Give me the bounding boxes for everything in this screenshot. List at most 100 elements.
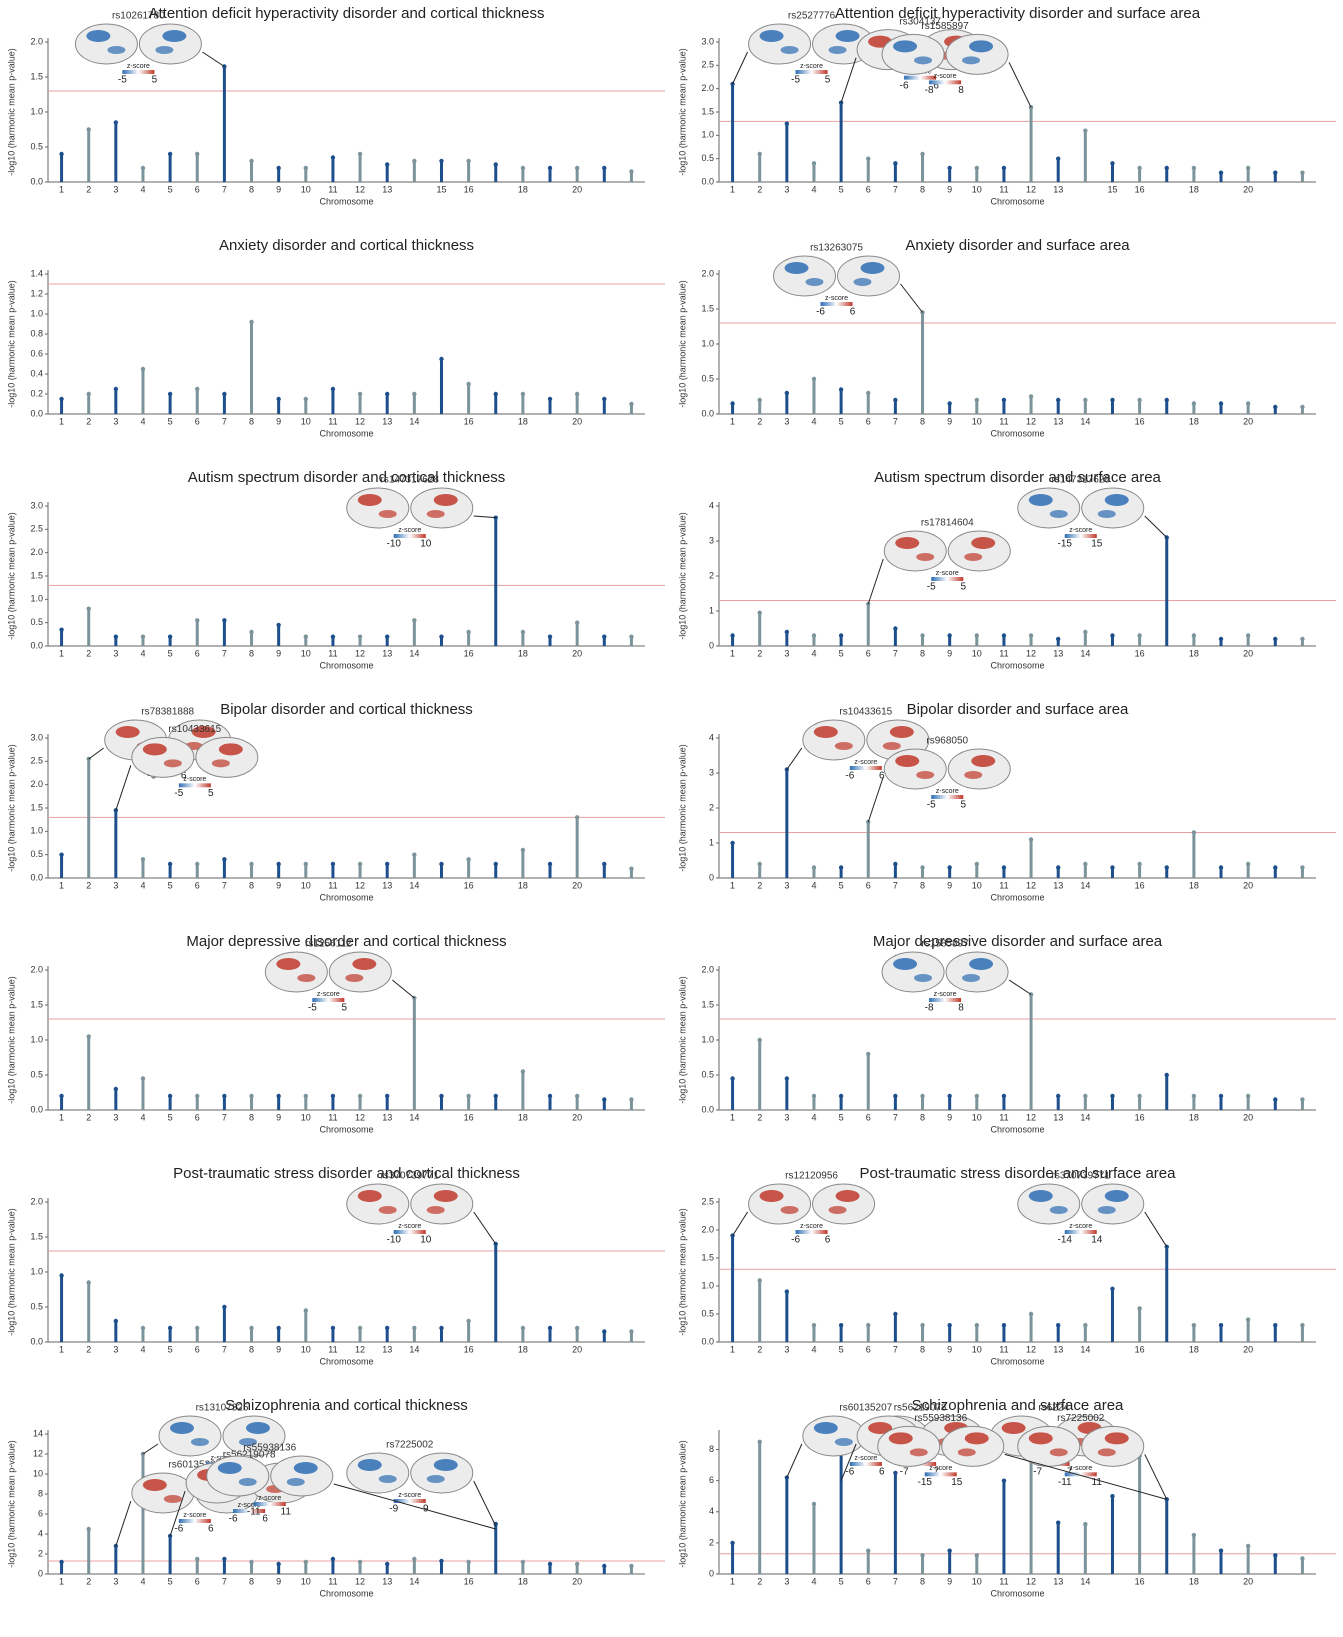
peak-point	[548, 166, 552, 170]
colorbar-label: z-score	[258, 1495, 281, 1502]
x-tick-label: 2	[757, 1344, 762, 1354]
peak-stem	[413, 161, 416, 182]
brain-region	[358, 1459, 382, 1471]
leader-line	[868, 777, 883, 822]
brain	[159, 1416, 221, 1456]
x-tick-label: 6	[866, 880, 871, 890]
colorbar-min: -8	[925, 85, 934, 96]
x-tick-label: 10	[301, 648, 311, 658]
brain-region	[239, 1478, 257, 1486]
brain-region	[916, 553, 934, 561]
x-tick-label: 4	[811, 1344, 816, 1354]
colorbar-label: z-score	[854, 759, 877, 766]
colorbar-max: 6	[262, 1514, 268, 1525]
x-tick-label: 4	[140, 648, 145, 658]
x-tick-label: 2	[86, 416, 91, 426]
peak-point	[1219, 637, 1223, 641]
x-tick-label: 7	[222, 416, 227, 426]
peak-stem	[494, 1524, 497, 1574]
colorbar-min: -5	[927, 800, 936, 811]
peak-point	[439, 862, 443, 866]
x-tick-label: 8	[920, 416, 925, 426]
peak-point	[141, 857, 145, 861]
colorbar-min: -11	[247, 1507, 261, 1518]
brain-region	[1105, 1190, 1129, 1202]
peak-stem	[1165, 538, 1168, 647]
peak-point	[758, 862, 762, 866]
y-tick-label: 1.5	[701, 1252, 714, 1262]
peak-stem	[413, 394, 416, 414]
peak-stem	[867, 159, 870, 182]
peak-point	[1137, 398, 1141, 402]
brain	[878, 1426, 940, 1466]
colorbar-label: z-score	[934, 991, 957, 998]
peak-stem	[1301, 1325, 1304, 1342]
x-tick-label: 11	[328, 1576, 337, 1586]
x-tick-label: 9	[947, 1112, 952, 1122]
leader-line	[1145, 516, 1167, 538]
x-tick-label: 6	[866, 184, 871, 194]
x-tick-label: 13	[1053, 648, 1063, 658]
leader-line	[474, 516, 496, 518]
peak-point	[521, 166, 525, 170]
peak-stem	[1111, 1289, 1114, 1342]
peak-point	[1002, 166, 1006, 170]
x-tick-label: 8	[920, 184, 925, 194]
brain-region	[379, 1206, 397, 1214]
peak-point	[385, 162, 389, 166]
brain-region	[379, 1475, 397, 1483]
brain-region	[895, 537, 919, 549]
peak-point	[975, 1323, 979, 1327]
x-tick-label: 18	[1189, 880, 1199, 890]
x-tick-label: 20	[572, 416, 582, 426]
brain	[948, 749, 1010, 789]
y-tick-label: 1.0	[30, 826, 43, 836]
x-tick-label: 20	[1243, 184, 1253, 194]
brain	[207, 1456, 269, 1496]
brain-region	[427, 510, 445, 518]
brain	[329, 952, 391, 992]
peak-point	[59, 152, 63, 156]
peak-stem	[812, 1504, 815, 1574]
peak-stem	[223, 620, 226, 646]
peak-point	[1002, 398, 1006, 402]
brain-region	[1098, 1448, 1116, 1456]
brain	[803, 1416, 865, 1456]
x-tick-label: 10	[972, 880, 982, 890]
brain-region	[760, 30, 784, 42]
panel: Autism spectrum disorder and surface are…	[677, 469, 1336, 670]
colorbar	[122, 70, 154, 74]
peak-point	[168, 392, 172, 396]
peak-stem	[1274, 1555, 1277, 1574]
y-axis-label: -log10 (harmonic mean p-value)	[6, 1440, 16, 1568]
colorbar-label: z-score	[1069, 527, 1092, 534]
colorbar-max: 11	[281, 1507, 292, 1518]
brain-region	[836, 1190, 860, 1202]
peak-stem	[87, 759, 90, 878]
x-tick-label: 7	[222, 648, 227, 658]
peak-stem	[785, 770, 788, 879]
peak-point	[575, 392, 579, 396]
peak-stem	[223, 394, 226, 414]
x-tick-label: 6	[195, 1112, 200, 1122]
colorbar-label: z-score	[183, 776, 206, 783]
panel-title: Bipolar disorder and surface area	[907, 701, 1129, 718]
y-tick-label: 0.0	[701, 1104, 714, 1114]
snp-label: rs13107325	[196, 1403, 249, 1414]
peak-point	[494, 1094, 498, 1098]
peak-point	[629, 1097, 633, 1101]
x-tick-label: 7	[222, 1112, 227, 1122]
peak-point	[602, 1564, 606, 1568]
peak-point	[494, 392, 498, 396]
peak-point	[1300, 1556, 1304, 1560]
peak-stem	[785, 124, 788, 182]
peak-stem	[114, 1089, 117, 1110]
peak-point	[1056, 1094, 1060, 1098]
colorbar	[850, 1462, 882, 1466]
peak-stem	[840, 1453, 843, 1574]
x-tick-label: 4	[140, 416, 145, 426]
leader-line	[89, 748, 104, 759]
x-tick-label: 18	[1189, 1112, 1199, 1122]
brain-region	[427, 1475, 445, 1483]
peak-point	[87, 127, 91, 131]
